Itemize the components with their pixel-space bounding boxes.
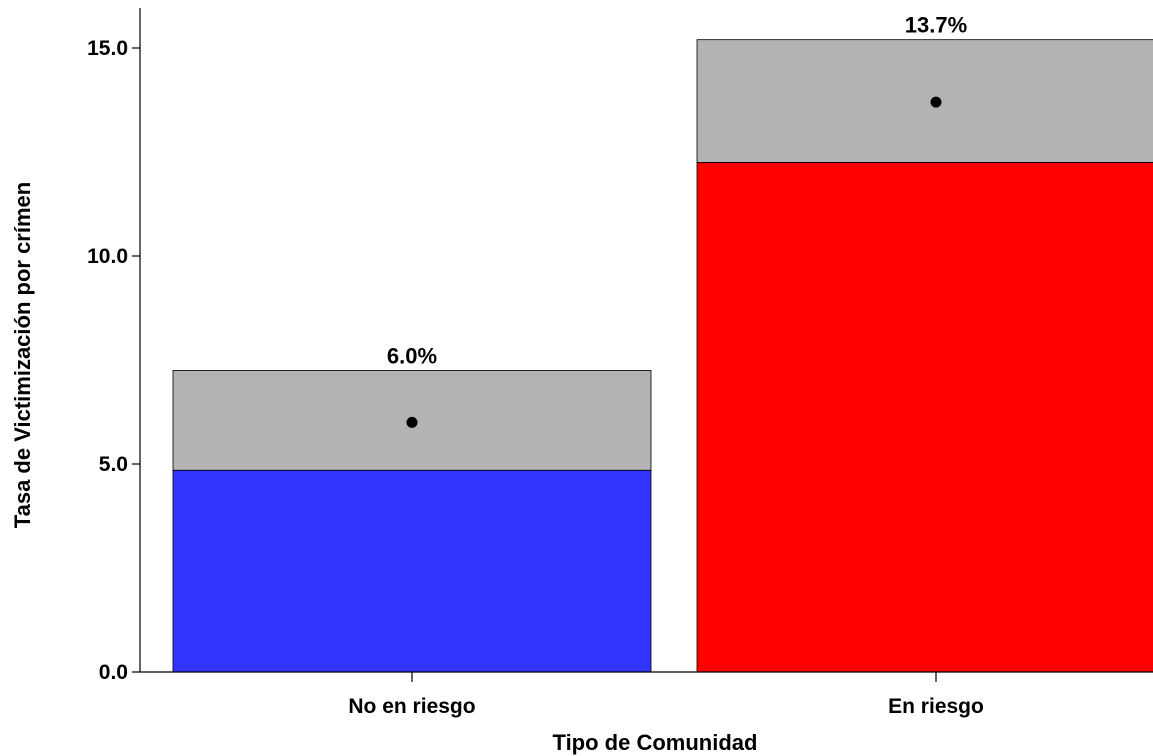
data-label-no-en-riesgo: 6.0% xyxy=(387,343,437,368)
y-axis-title: Tasa de Victimización por crímen xyxy=(10,182,35,528)
bars: 6.0% 13.7% xyxy=(172,13,1153,673)
point-en-riesgo xyxy=(930,96,942,108)
y-tick-label: 0.0 xyxy=(99,661,128,684)
axes xyxy=(139,8,1153,673)
y-ticks: 0.0 5.0 10.0 15.0 xyxy=(87,37,140,684)
x-tick-label: En riesgo xyxy=(888,695,984,718)
x-ticks: No en riesgo En riesgo xyxy=(348,672,984,718)
data-label-en-riesgo: 13.7% xyxy=(905,13,967,38)
x-tick-label: No en riesgo xyxy=(348,695,475,718)
point-no-en-riesgo xyxy=(406,416,418,428)
ci-band-en-riesgo xyxy=(696,39,1153,163)
x-axis-title: Tipo de Comunidad xyxy=(553,730,758,755)
bar-en-riesgo xyxy=(696,161,1153,673)
y-tick-label: 10.0 xyxy=(87,245,128,268)
bar-no-en-riesgo xyxy=(172,469,652,673)
y-tick-label: 15.0 xyxy=(87,37,128,60)
y-tick-label: 5.0 xyxy=(99,453,128,476)
